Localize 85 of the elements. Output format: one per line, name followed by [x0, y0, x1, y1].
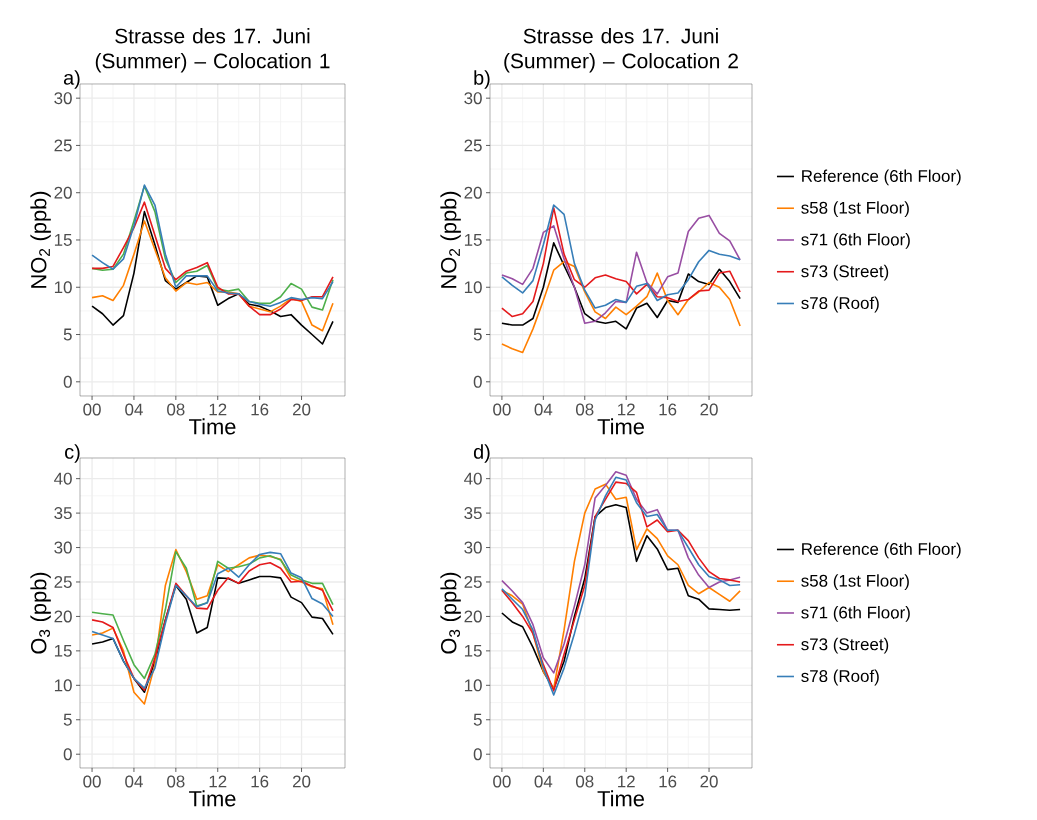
y-tick-label: 5 — [473, 328, 482, 341]
y-axis-title: NO$_{2}$ (ppb) — [440, 191, 461, 288]
x-tick-label: 12 — [209, 403, 227, 416]
legend-label: s58 (1st Floor) — [801, 201, 909, 218]
y-tick-label: 5 — [63, 713, 72, 726]
chart-title: Strasse des 17. Juni (Summer) – Colocation 2 — [504, 28, 738, 73]
x-tick-label: 04 — [125, 403, 143, 416]
x-axis-title: Time — [597, 418, 644, 435]
line-series — [501, 260, 741, 354]
y-tick-label: 40 — [54, 472, 72, 485]
legend-label: s58 (1st Floor) — [801, 574, 909, 591]
y-tick-label: 25 — [464, 139, 482, 152]
y-tick-label: 15 — [464, 644, 482, 657]
x-axis-title: Time — [189, 790, 236, 807]
y-tick-label: 35 — [54, 507, 72, 520]
y-tick-label: 20 — [464, 186, 482, 199]
chart-title: Strasse des 17. Juni (Summer) – Colocation 1 — [95, 28, 330, 73]
y-tick-label: 20 — [54, 610, 72, 623]
y-tick-label: 0 — [63, 748, 72, 761]
x-tick-label: 08 — [576, 775, 594, 788]
y-tick-label: 30 — [54, 541, 72, 554]
y-tick-label: 40 — [464, 472, 482, 485]
x-tick-label: 16 — [659, 775, 677, 788]
x-tick-label: 12 — [618, 403, 635, 416]
line-series — [91, 201, 334, 316]
y-tick-label: 5 — [63, 328, 72, 341]
y-tick-label: 0 — [63, 375, 72, 388]
line-series — [501, 242, 741, 330]
y-tick-label: 25 — [54, 139, 72, 152]
text: c) — [65, 444, 80, 463]
x-tick-label: 20 — [292, 775, 311, 788]
x-tick-label: 04 — [534, 403, 553, 416]
y-tick-label: 10 — [464, 679, 482, 692]
x-tick-label: 08 — [167, 403, 185, 416]
x-tick-label: 00 — [493, 403, 511, 416]
x-axis-title: Time — [189, 418, 236, 435]
text: b) — [474, 70, 490, 89]
line-series — [91, 210, 334, 345]
y-axis-title: O$_{3}$ (ppb) — [440, 572, 461, 654]
legend-label: s73 (Street) — [801, 637, 889, 654]
x-tick-label: 04 — [534, 775, 553, 788]
x-tick-label: 00 — [493, 775, 511, 788]
y-tick-label: 30 — [464, 92, 482, 105]
legend-label: s71 (6th Floor) — [801, 233, 910, 249]
legend-label: s73 (Street) — [801, 264, 889, 281]
x-tick-label: 00 — [83, 403, 101, 416]
legend-label: s78 (Roof) — [801, 669, 879, 686]
y-tick-label: 30 — [464, 541, 482, 554]
y-tick-label: 35 — [464, 507, 482, 520]
x-tick-label: 12 — [618, 775, 635, 788]
legend-label: Reference (6th Floor) — [802, 169, 961, 186]
text: a) — [63, 70, 80, 89]
y-tick-label: 0 — [473, 375, 482, 388]
x-tick-label: 20 — [292, 403, 311, 416]
y-tick-label: 20 — [54, 186, 72, 199]
x-tick-label: 08 — [167, 775, 185, 788]
x-tick-label: 20 — [700, 775, 718, 788]
line-series — [91, 220, 334, 332]
x-tick-label: 12 — [209, 775, 227, 788]
y-tick-label: 30 — [54, 92, 72, 105]
x-tick-label: 16 — [659, 403, 677, 416]
y-tick-label: 25 — [464, 575, 482, 588]
y-axis-title: O$_{3}$ (ppb) — [30, 572, 51, 654]
x-tick-label: 20 — [700, 403, 718, 416]
y-tick-label: 15 — [464, 234, 482, 246]
y-tick-label: 10 — [464, 281, 482, 294]
x-axis-title: Time — [597, 790, 644, 807]
y-tick-label: 10 — [54, 281, 72, 294]
y-tick-label: 0 — [473, 748, 482, 761]
text: d) — [473, 444, 490, 463]
y-tick-label: 20 — [464, 610, 482, 623]
x-tick-label: 16 — [251, 403, 269, 416]
y-tick-label: 10 — [54, 679, 72, 692]
legend-label: s78 (Roof) — [801, 296, 879, 313]
x-tick-label: 04 — [125, 775, 143, 788]
y-tick-label: 15 — [54, 644, 72, 657]
legend-label: s71 (6th Floor) — [801, 606, 910, 622]
y-axis-title: NO$_{2}$ (ppb) — [30, 191, 51, 288]
y-tick-label: 25 — [54, 575, 72, 588]
legend-label: Reference (6th Floor) — [802, 542, 961, 559]
y-tick-label: 5 — [473, 713, 482, 726]
x-tick-label: 16 — [251, 775, 269, 788]
x-tick-label: 08 — [576, 403, 594, 416]
y-tick-label: 15 — [54, 234, 72, 246]
x-tick-label: 00 — [83, 775, 101, 788]
